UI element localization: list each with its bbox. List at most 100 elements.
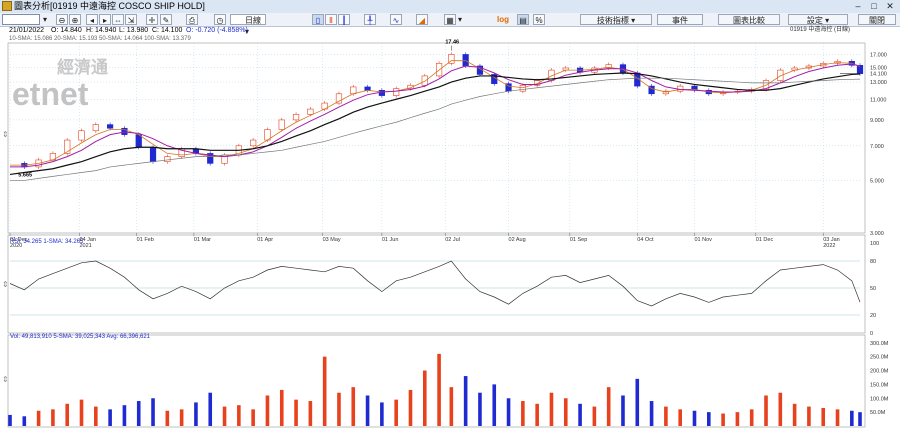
up-down-bar-icon[interactable]: ┃	[338, 14, 350, 25]
candle-body	[407, 84, 414, 89]
forward-icon[interactable]: ▸	[99, 14, 111, 25]
volume-bar	[194, 402, 198, 426]
volume-bar	[521, 401, 525, 426]
stock-label: 01919 中遠海控 (日線)	[790, 27, 851, 33]
clock-icon[interactable]: ◷	[214, 14, 226, 25]
volume-bar	[764, 395, 768, 426]
volume-bar	[8, 414, 12, 426]
pan-handle-icon[interactable]: ⇕	[2, 375, 9, 384]
candle-body	[64, 139, 71, 154]
log-scale-toggle[interactable]: log	[497, 15, 509, 24]
x-tick-label: 01 Apr	[257, 237, 273, 243]
volume-bar	[365, 395, 370, 426]
print-icon[interactable]: ⎙	[186, 14, 198, 25]
grid-icon[interactable]: ▦	[444, 14, 456, 25]
close-chart-button[interactable]: 關閉	[858, 14, 896, 25]
zoom-in-icon[interactable]: ⊕	[69, 14, 81, 25]
y-tick-label: 5.000	[870, 178, 884, 184]
candle-body	[207, 153, 214, 164]
info-change: O: -0.720 (-4.858%)	[186, 27, 248, 34]
area-chart-icon[interactable]: ◢	[416, 14, 428, 25]
rsi-tick-label: 50	[870, 286, 876, 292]
maximize-button[interactable]: □	[871, 1, 877, 11]
y-tick-label: 17.000	[870, 52, 887, 58]
candle-body	[121, 127, 128, 135]
volume-bar	[122, 405, 127, 426]
symbol-input[interactable]	[2, 14, 40, 25]
x-tick-year-label: 2020	[10, 243, 22, 249]
volume-bar	[380, 402, 384, 426]
chart-svg[interactable]: 經濟通 etnet RSI: 34.265 1-SMA: 34.265 Vol:…	[0, 35, 900, 428]
bar-chart-icon[interactable]: ╀	[364, 14, 376, 25]
candle-body	[777, 69, 784, 81]
technical-indicators-button[interactable]: 技術指標 ▾	[580, 14, 652, 25]
zoom-out-icon[interactable]: ⊖	[56, 14, 68, 25]
volume-bar	[237, 405, 241, 426]
rsi-layer	[9, 260, 861, 307]
x-tick-label: 03 Jan	[823, 237, 840, 243]
close-button[interactable]: ✕	[886, 1, 894, 11]
volume-bar	[51, 409, 55, 426]
volume-bar	[36, 410, 41, 426]
volume-bar	[735, 412, 740, 426]
ohlc-bar-icon[interactable]: Ⅱ	[325, 14, 337, 25]
volume-bar	[279, 389, 284, 426]
x-tick-label: 03 May	[323, 237, 341, 243]
compare-chart-button[interactable]: 圖表比較	[718, 14, 780, 25]
pan-handle-icon[interactable]: ⇕	[2, 130, 9, 139]
volume-bar	[706, 412, 711, 426]
info-low: L: 13.980	[119, 27, 149, 34]
symbol-dropdown-icon[interactable]: ▾	[42, 15, 47, 24]
x-tick-label: 01 Jun	[382, 237, 399, 243]
grid-dropdown-icon[interactable]: ▾	[458, 15, 463, 24]
y-tick-label: 15.000	[870, 65, 887, 71]
x-tick-label: 04 Oct	[637, 237, 654, 243]
info-high: H: 14.940	[86, 27, 117, 34]
ohlc-info-bar: 21/01/2022 O: 14.840 H: 14.940 L: 13.980…	[0, 26, 900, 35]
y-tick-label: 3.000	[870, 231, 884, 237]
watermark-en: etnet	[12, 76, 89, 112]
price-layer: 5.665 17.46	[9, 40, 864, 181]
volume-bar	[65, 403, 70, 426]
crosshair-icon[interactable]: ✛	[146, 14, 158, 25]
volume-bar	[351, 387, 356, 426]
expand-icon[interactable]: ⇔	[112, 14, 124, 25]
pan-handle-icon[interactable]: ⇕	[2, 280, 9, 289]
technical-indicators-label: 技術指標	[596, 16, 629, 25]
volume-bar	[535, 403, 539, 426]
fit-icon[interactable]: ⇲	[125, 14, 137, 25]
volume-bar	[94, 406, 98, 426]
x-tick-label: 01 Sep	[570, 237, 587, 243]
info-date: 21/01/2022	[9, 27, 45, 34]
volume-bar	[437, 353, 441, 426]
volume-panel-frame	[7, 334, 866, 428]
x-tick-label: 01 Nov	[694, 237, 712, 243]
y-tick-label: 14.100	[870, 72, 887, 78]
sma-line-10-sma	[10, 60, 861, 166]
line-chart-icon[interactable]: ∿	[390, 14, 402, 25]
chart-area[interactable]: 經濟通 etnet RSI: 34.265 1-SMA: 34.265 Vol:…	[0, 35, 900, 428]
volume-bar	[422, 370, 427, 426]
candle-body	[421, 75, 428, 86]
rsi-panel-frame	[7, 234, 866, 334]
rsi-tick-label: 20	[870, 313, 876, 319]
volume-layer	[8, 353, 862, 426]
percent-icon[interactable]: %	[533, 14, 545, 25]
chevron-down-icon: ▾	[245, 27, 250, 36]
volume-bar	[265, 395, 270, 426]
pencil-icon[interactable]: ✎	[160, 14, 172, 25]
volume-bar	[649, 401, 654, 426]
y-tick-label: 13.000	[870, 80, 887, 86]
indicator-toggle-icon[interactable]: ▤	[517, 14, 529, 25]
candle-body	[448, 54, 455, 64]
candle-body	[78, 130, 85, 141]
period-select[interactable]: 日線 ▾	[230, 14, 266, 36]
events-button[interactable]: 事件	[657, 14, 703, 25]
minimize-button[interactable]: –	[855, 1, 861, 11]
volume-bar	[308, 401, 313, 426]
back-icon[interactable]: ◂	[86, 14, 98, 25]
candlestick-icon[interactable]: ▯	[312, 14, 324, 25]
watermark-cn: 經濟通	[57, 57, 108, 77]
volume-bar	[749, 409, 754, 426]
